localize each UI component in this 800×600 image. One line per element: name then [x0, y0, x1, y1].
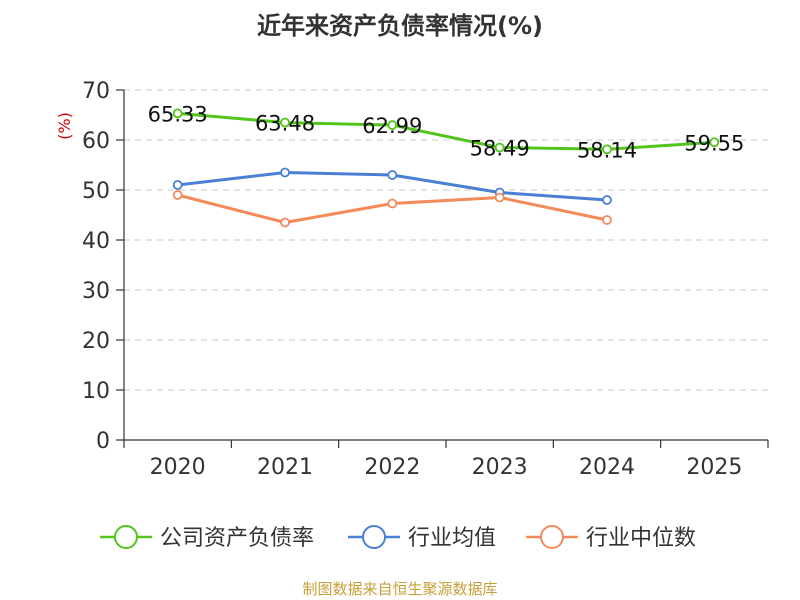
x-tick-label: 2022 — [364, 455, 420, 480]
y-axis-ticks: 0 10 20 30 40 50 60 70 — [82, 79, 124, 454]
axes — [123, 90, 768, 441]
chart-title: 近年来资产负债率情况(%) — [257, 12, 543, 40]
legend: 公司资产负债率 行业均值 行业中位数 — [100, 525, 696, 551]
legend-marker — [540, 525, 564, 549]
x-tick-label: 2025 — [686, 455, 742, 480]
x-tick-label: 2021 — [257, 455, 313, 480]
data-label: 58.14 — [577, 138, 637, 162]
gridlines — [124, 89, 768, 391]
data-point — [709, 137, 720, 148]
data-point — [387, 198, 398, 209]
y-tick-label: 50 — [82, 179, 110, 204]
legend-label: 公司资产负债率 — [160, 526, 314, 551]
data-point — [494, 192, 505, 203]
legend-label: 行业均值 — [408, 526, 496, 551]
y-axis-label: (%) — [55, 112, 74, 140]
data-point — [387, 170, 398, 180]
legend-label: 行业中位数 — [586, 526, 696, 551]
y-tick-label: 0 — [96, 429, 110, 454]
data-point — [387, 120, 398, 130]
x-axis-ticks: 2020 2021 2022 2023 2024 2025 — [123, 440, 769, 480]
x-tick-label: 2023 — [472, 455, 528, 480]
data-point — [172, 180, 183, 190]
y-tick-label: 40 — [82, 229, 110, 254]
data-point — [602, 215, 612, 225]
data-point — [602, 195, 612, 205]
y-tick-label: 60 — [82, 129, 110, 154]
x-tick-label: 2024 — [579, 455, 635, 480]
data-point — [172, 190, 183, 200]
y-tick-label: 70 — [82, 79, 110, 104]
series-line-0 — [177, 111, 715, 151]
series-lines — [172, 108, 720, 228]
y-tick-label: 20 — [82, 329, 110, 354]
legend-marker — [114, 525, 138, 549]
data-labels: 65.33 63.48 62.99 58.49 58.14 59.55 — [148, 102, 745, 162]
data-point — [280, 117, 290, 128]
data-point — [280, 167, 290, 178]
data-point — [602, 144, 612, 155]
source-note: 制图数据来自恒生聚源数据库 — [302, 580, 498, 598]
data-point — [280, 217, 290, 228]
y-tick-label: 10 — [82, 379, 110, 404]
data-point — [494, 142, 505, 153]
data-label: 59.55 — [684, 131, 744, 155]
x-tick-label: 2020 — [150, 455, 206, 480]
data-label: 63.48 — [255, 112, 315, 136]
data-label: 62.99 — [362, 114, 422, 138]
data-label: 65.33 — [148, 102, 208, 126]
legend-marker — [362, 525, 386, 549]
data-label: 58.49 — [470, 137, 530, 161]
data-point — [172, 108, 183, 119]
y-tick-label: 30 — [82, 279, 110, 304]
